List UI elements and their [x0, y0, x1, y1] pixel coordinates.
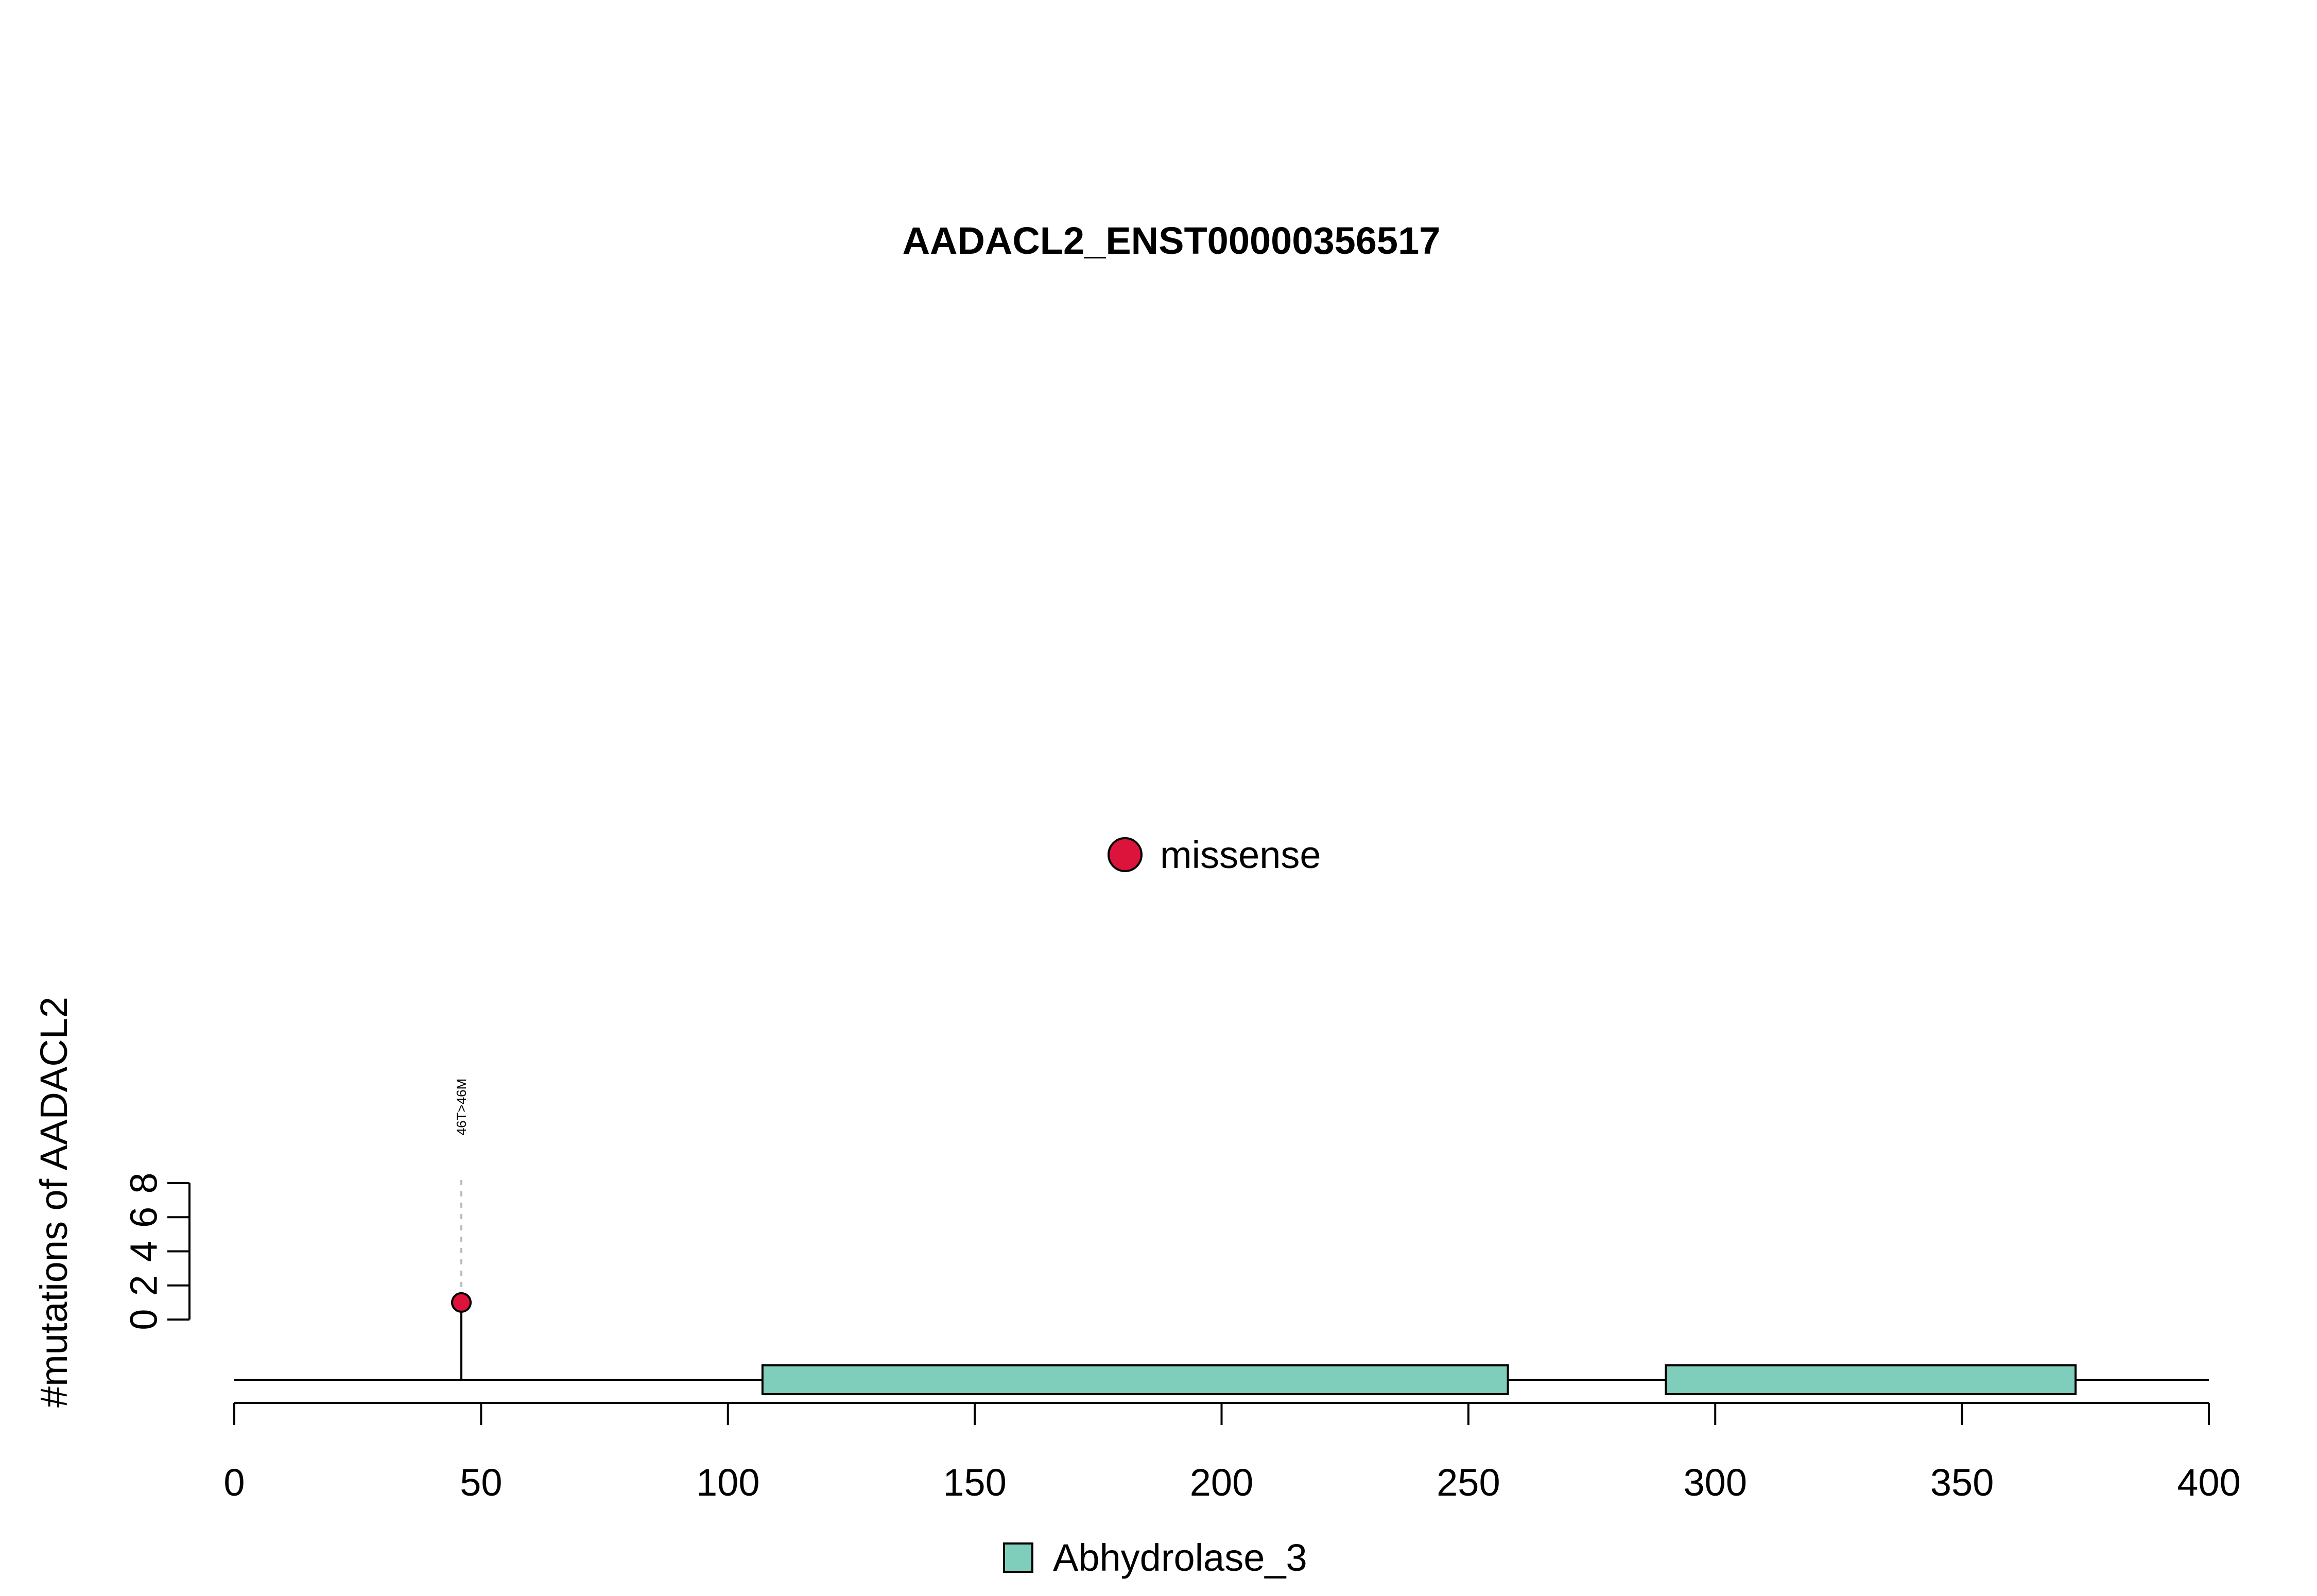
- domain-box: [1666, 1365, 2076, 1394]
- x-tick-label: 400: [2177, 1461, 2240, 1504]
- legend-abhydrolase-label: Abhydrolase_3: [1053, 1536, 1307, 1579]
- mutation-point: [452, 1293, 471, 1312]
- mutation-legend: missense: [1109, 834, 1321, 876]
- y-tick-label: 0: [123, 1309, 165, 1330]
- x-tick-label: 300: [1684, 1461, 1747, 1504]
- x-tick-label: 250: [1437, 1461, 1500, 1504]
- y-axis: 0 2 4 6 8: [123, 1172, 189, 1330]
- legend-missense-marker: [1109, 838, 1142, 871]
- mutation-label: 46T>46M: [454, 1079, 469, 1136]
- y-tick-label: 2: [123, 1275, 165, 1296]
- legend-missense-label: missense: [1160, 834, 1321, 876]
- mutation-track: 46T>46M: [452, 1079, 471, 1380]
- domain-box: [763, 1365, 1508, 1394]
- y-tick-label: 6: [123, 1207, 165, 1228]
- x-axis: 0 50 100 150 200 250 300 350 400: [223, 1403, 2240, 1504]
- y-tick-label: 8: [123, 1172, 165, 1193]
- domain-legend: Abhydrolase_3: [1004, 1536, 1307, 1579]
- domain-track: [763, 1365, 2076, 1394]
- chart-title: AADACL2_ENST00000356517: [903, 219, 1441, 262]
- legend-abhydrolase-swatch: [1004, 1543, 1032, 1572]
- x-tick-label: 350: [1930, 1461, 1994, 1504]
- y-tick-label: 4: [123, 1241, 165, 1262]
- x-tick-label: 50: [460, 1461, 502, 1504]
- x-tick-label: 100: [696, 1461, 759, 1504]
- x-tick-label: 150: [943, 1461, 1006, 1504]
- y-axis-title: #mutations of AADACL2: [32, 997, 75, 1408]
- x-tick-label: 200: [1190, 1461, 1253, 1504]
- x-tick-label: 0: [223, 1461, 245, 1504]
